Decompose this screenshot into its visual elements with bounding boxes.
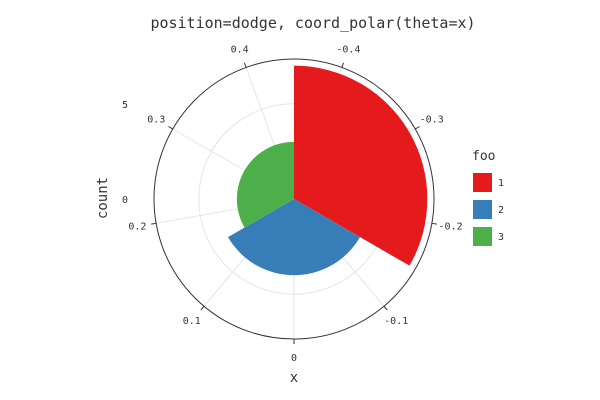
r-tick-label: 5 bbox=[122, 100, 128, 111]
theta-tick-label: -0.1 bbox=[384, 316, 408, 327]
theta-tick-mark bbox=[168, 126, 174, 130]
y-axis-title: count bbox=[95, 177, 111, 219]
x-axis-title: x bbox=[290, 370, 298, 386]
bar-foo-2 bbox=[228, 199, 360, 276]
theta-tick-label: -0.4 bbox=[336, 45, 360, 56]
legend-label-3: 3 bbox=[498, 232, 504, 243]
theta-tick-label: 0.1 bbox=[183, 316, 201, 327]
chart-title: position=dodge, coord_polar(theta=x) bbox=[150, 14, 475, 32]
theta-tick-mark bbox=[200, 305, 205, 311]
bar-foo-1 bbox=[294, 65, 428, 266]
bars bbox=[228, 65, 428, 276]
theta-tick-label: -0.2 bbox=[439, 222, 463, 233]
legend-swatch-2 bbox=[473, 200, 492, 219]
legend-title: foo bbox=[472, 149, 495, 164]
theta-tick-label: 0.4 bbox=[231, 45, 249, 56]
theta-tick-mark bbox=[243, 62, 247, 68]
radial-tick-labels: 05 bbox=[122, 100, 128, 206]
theta-tick-mark bbox=[151, 222, 157, 225]
legend-swatch-3 bbox=[473, 227, 492, 246]
legend: foo 1 2 3 bbox=[472, 149, 504, 246]
theta-tick-label: 0.3 bbox=[147, 115, 165, 126]
theta-tick-mark bbox=[414, 126, 420, 130]
theta-tick-mark bbox=[341, 62, 345, 68]
legend-items: 1 2 3 bbox=[473, 173, 504, 246]
bar-foo-3 bbox=[236, 141, 294, 228]
theta-tick-label: 0 bbox=[291, 353, 297, 364]
theta-tick-mark bbox=[383, 305, 388, 311]
theta-tick-label: -0.3 bbox=[420, 115, 444, 126]
theta-tick-label: 0.2 bbox=[128, 222, 146, 233]
legend-label-2: 2 bbox=[498, 205, 504, 216]
r-tick-label: 0 bbox=[122, 195, 128, 206]
theta-tick-mark bbox=[431, 222, 437, 225]
legend-label-1: 1 bbox=[498, 178, 504, 189]
theta-tick-labels: -0.4 -0.3 -0.2 -0.1 0 0.1 0.2 0.3 0.4 bbox=[128, 45, 462, 364]
legend-swatch-1 bbox=[473, 173, 492, 192]
